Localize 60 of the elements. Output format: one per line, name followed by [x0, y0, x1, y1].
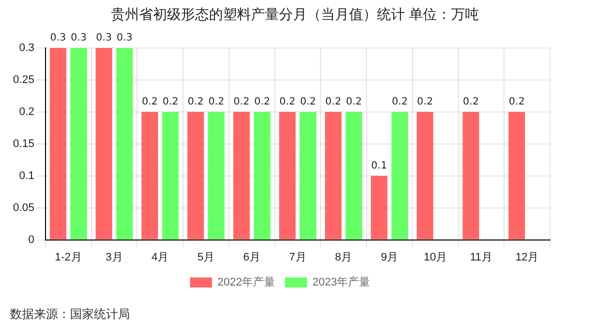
data-label: 0.2	[142, 96, 158, 108]
y-tick-label: 0.15	[12, 138, 34, 150]
data-label: 0.2	[300, 96, 316, 108]
x-tick-label: 5月	[197, 251, 215, 264]
y-tick-label: 0.3	[19, 42, 34, 54]
y-tick-label: 0.2	[19, 106, 34, 118]
data-label: 0.3	[116, 32, 132, 44]
bar	[162, 112, 179, 240]
y-tick-label: 0.1	[19, 170, 34, 182]
bar	[233, 112, 250, 240]
x-tick-label: 11月	[470, 251, 492, 264]
legend-label: 2023年产量	[312, 276, 370, 289]
y-tick-label: 0.25	[12, 74, 34, 86]
data-label: 0.3	[50, 32, 66, 44]
bar	[325, 112, 342, 240]
data-label: 0.2	[346, 96, 362, 108]
x-tick-label: 8月	[335, 251, 352, 264]
x-tick-label: 6月	[243, 251, 260, 264]
y-tick-label: 0.05	[12, 202, 34, 214]
legend-label: 2022年产量	[218, 276, 276, 289]
bar	[187, 112, 204, 240]
data-label: 0.2	[162, 96, 178, 108]
bar	[116, 48, 133, 240]
data-label: 0.2	[254, 96, 270, 108]
data-label: 0.2	[417, 96, 433, 108]
bar	[392, 112, 408, 240]
bar	[50, 48, 66, 240]
data-label: 0.2	[234, 96, 250, 108]
bar	[208, 112, 225, 240]
chart-title: 贵州省初级形态的塑料产量分月（当月值）统计 单位：万吨	[110, 6, 480, 24]
bar	[370, 176, 388, 240]
data-label: 0.2	[508, 96, 525, 108]
x-tick-label: 1-2月	[54, 251, 82, 264]
bar	[300, 112, 316, 240]
x-tick-label: 12月	[515, 251, 539, 264]
data-label: 0.2	[462, 96, 479, 108]
x-tick-label: 9月	[380, 251, 398, 264]
data-label: 0.1	[371, 160, 388, 172]
data-label: 0.2	[188, 96, 204, 108]
bar	[96, 48, 112, 240]
bar	[142, 112, 158, 240]
data-label: 0.2	[392, 96, 408, 108]
y-tick-label: 0	[28, 234, 34, 246]
data-label: 0.3	[96, 32, 112, 44]
bar	[70, 48, 87, 240]
bar	[279, 112, 296, 240]
data-label: 0.2	[279, 96, 296, 108]
data-label: 0.3	[70, 32, 87, 44]
bar	[346, 112, 362, 240]
data-label: 0.2	[325, 96, 342, 108]
data-label: 0.2	[208, 96, 224, 108]
x-tick-label: 10月	[424, 251, 447, 264]
x-tick-label: 7月	[289, 251, 306, 264]
bar	[508, 112, 525, 240]
bar	[416, 112, 434, 240]
bar	[254, 112, 270, 240]
source-note: 数据来源：国家统计局	[10, 306, 130, 323]
bar	[462, 112, 480, 240]
x-tick-label: 4月	[152, 251, 169, 264]
x-tick-label: 3月	[106, 251, 123, 264]
